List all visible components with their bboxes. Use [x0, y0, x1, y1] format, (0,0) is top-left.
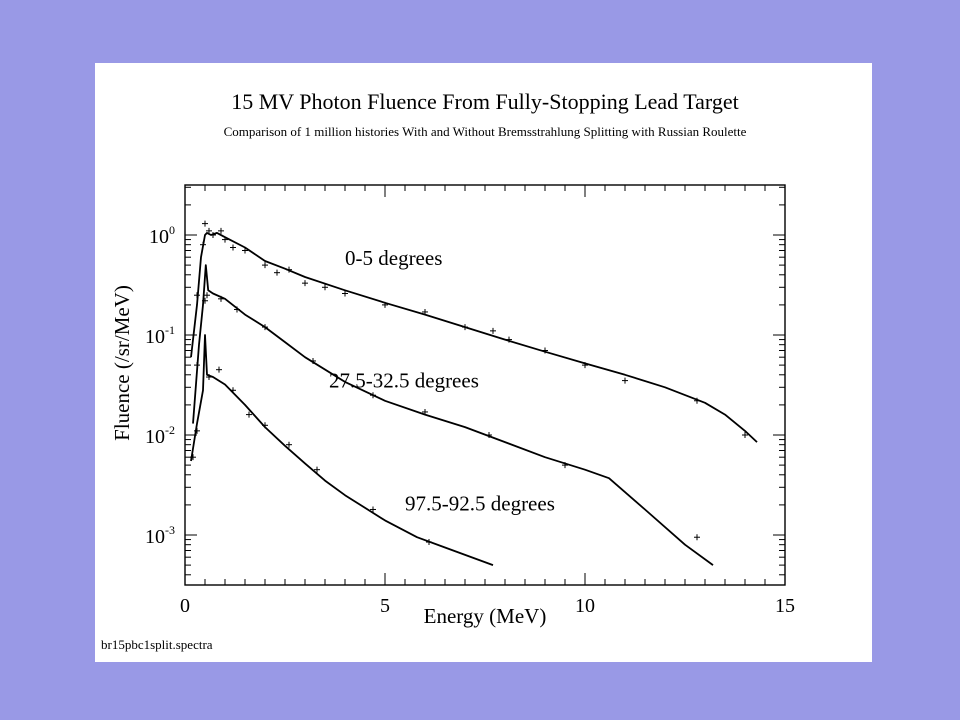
data-point-marker	[194, 427, 200, 434]
data-point-marker	[204, 292, 210, 299]
series-line-0	[190, 231, 758, 443]
data-point-marker	[462, 324, 468, 331]
footer-filename: br15pbc1split.spectra	[101, 637, 213, 652]
data-point-marker	[506, 336, 512, 343]
data-point-marker	[202, 297, 208, 304]
y-axis-label: Fluence (/sr/MeV)	[110, 285, 134, 441]
data-point-marker	[582, 362, 588, 369]
y-tick-label: 10-2	[145, 423, 175, 448]
chart-panel: 15 MV Photon Fluence From Fully-Stopping…	[95, 63, 872, 662]
series-line-1	[192, 264, 714, 566]
data-point-marker	[426, 539, 432, 546]
data-point-marker	[286, 441, 292, 448]
data-point-marker	[262, 422, 268, 429]
data-point-marker	[310, 357, 316, 364]
data-point-marker	[218, 295, 224, 302]
data-point-marker	[222, 236, 228, 243]
series-label: 97.5-92.5 degrees	[405, 492, 555, 516]
data-point-marker	[190, 454, 196, 461]
x-tick-label: 15	[775, 595, 795, 617]
data-point-marker	[202, 220, 208, 227]
data-point-marker	[234, 306, 240, 313]
y-tick-base: 10	[145, 426, 165, 448]
data-point-marker	[622, 377, 628, 384]
series-labels: 0-5 degrees 27.5-32.5 degrees 97.5-92.5 de…	[329, 246, 555, 516]
data-point-marker	[274, 269, 280, 276]
data-point-marker	[694, 397, 700, 404]
data-point-marker	[322, 284, 328, 291]
x-axis-ticks: 0 5 10 15	[180, 185, 795, 617]
data-point-marker	[194, 362, 200, 369]
y-tick-base: 10	[145, 326, 165, 348]
data-point-marker	[542, 347, 548, 354]
y-tick-exponent: -1	[165, 323, 175, 337]
data-point-marker	[262, 324, 268, 331]
data-point-marker	[490, 327, 496, 334]
data-point-marker	[194, 292, 200, 299]
data-point-marker	[302, 280, 308, 287]
data-point-marker	[694, 534, 700, 541]
data-point-marker	[562, 462, 568, 469]
data-point-marker	[206, 227, 212, 234]
data-point-marker	[370, 506, 376, 513]
y-tick-base: 10	[149, 226, 169, 248]
data-point-marker	[422, 408, 428, 415]
data-point-marker	[742, 432, 748, 438]
x-tick-label: 0	[180, 595, 190, 617]
data-point-marker	[206, 374, 212, 381]
data-point-marker	[370, 392, 376, 399]
x-tick-label: 5	[380, 595, 390, 617]
plot-border	[184, 184, 786, 586]
series-points	[190, 220, 748, 546]
plot-frame	[184, 184, 786, 586]
data-point-marker	[210, 232, 216, 238]
fluence-chart: 15 MV Photon Fluence From Fully-Stopping…	[101, 89, 795, 652]
data-point-marker	[200, 241, 206, 248]
y-tick-exponent: -3	[165, 523, 175, 537]
chart-title: 15 MV Photon Fluence From Fully-Stopping…	[231, 89, 739, 114]
data-point-marker	[486, 432, 492, 438]
y-tick-base: 10	[145, 526, 165, 548]
data-point-marker	[216, 366, 222, 373]
y-tick-exponent: 0	[169, 223, 175, 237]
y-tick-label: 10-3	[145, 523, 175, 548]
data-point-marker	[422, 308, 428, 315]
data-point-marker	[218, 227, 224, 234]
y-tick-label: 10-1	[145, 323, 175, 348]
data-point-marker	[246, 411, 252, 418]
data-point-marker	[342, 290, 348, 297]
chart-subtitle: Comparison of 1 million histories With a…	[224, 124, 747, 139]
data-point-marker	[230, 244, 236, 251]
series-label: 0-5 degrees	[345, 246, 442, 270]
x-axis-label: Energy (MeV)	[424, 604, 547, 628]
data-point-marker	[382, 301, 388, 308]
data-point-marker	[242, 247, 248, 254]
series-label: 27.5-32.5 degrees	[329, 368, 479, 392]
data-point-marker	[286, 266, 292, 273]
y-tick-exponent: -2	[165, 423, 175, 437]
x-tick-label: 10	[575, 595, 595, 617]
y-tick-label: 100	[149, 223, 175, 248]
data-point-marker	[314, 466, 320, 473]
data-point-marker	[230, 387, 236, 394]
data-point-marker	[262, 262, 268, 269]
